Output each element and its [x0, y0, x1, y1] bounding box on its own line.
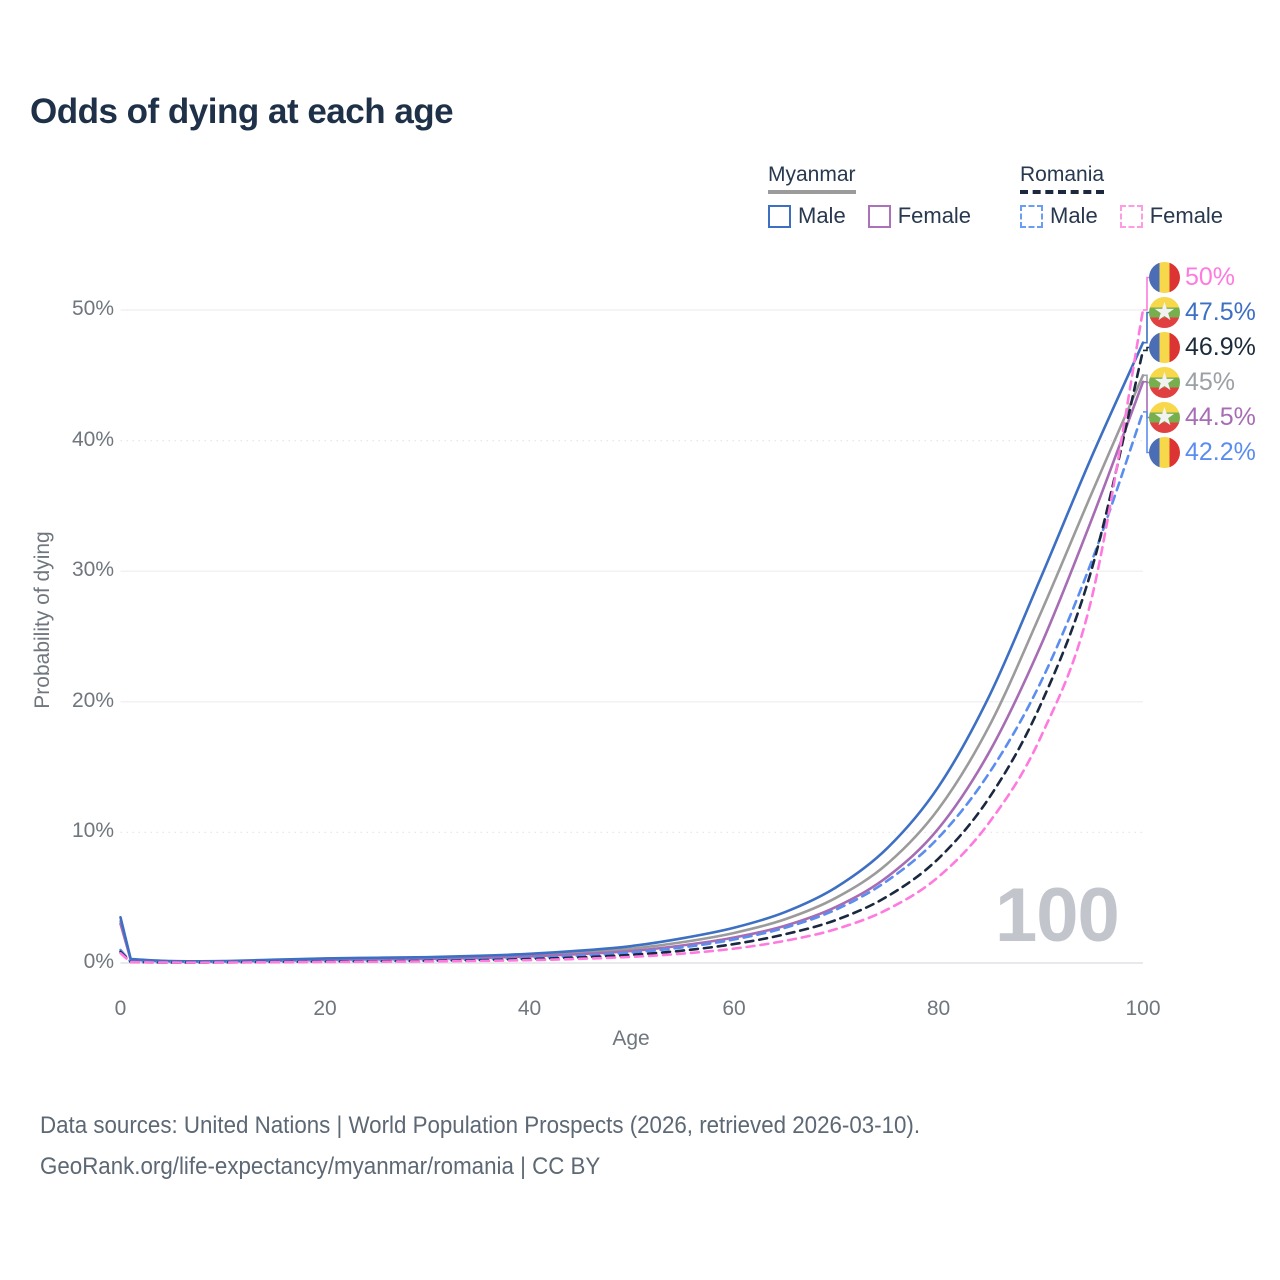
end-label-row-myanmar-3: 45%: [1149, 367, 1235, 398]
end-label-row-myanmar-1: 47.5%: [1149, 297, 1256, 328]
x-axis-title: Age: [612, 1027, 650, 1050]
legend-item-romania-male[interactable]: Male: [1020, 203, 1098, 229]
y-tick-20: 20%: [71, 688, 114, 712]
end-label-value: 46.9%: [1185, 333, 1256, 361]
myanmar-flag-icon: [1149, 297, 1180, 328]
footer-attribution: GeoRank.org/life-expectancy/myanmar/roma…: [40, 1153, 601, 1180]
end-label-value: 45%: [1185, 368, 1236, 396]
series-line-romania-female[interactable]: [119, 308, 1145, 964]
footer-data-sources: Data sources: United Nations | World Pop…: [40, 1112, 921, 1139]
legend-label-romania-male: Male: [1050, 203, 1098, 228]
x-tick-60: 60: [722, 997, 746, 1020]
end-label-value: 42.2%: [1185, 438, 1256, 466]
x-tick-80: 80: [926, 997, 951, 1020]
end-label-value: 44.5%: [1185, 403, 1256, 431]
hover-age-watermark: 100: [995, 873, 1120, 958]
end-label-value: 47.5%: [1185, 298, 1256, 326]
legend-swatch-romania-male: [1020, 204, 1043, 228]
end-label-row-romania-2: 46.9%: [1149, 332, 1256, 363]
legend-group-myanmar: Myanmar Male Female: [768, 163, 971, 229]
legend-item-romania-female[interactable]: Female: [1119, 203, 1224, 229]
romania-flag-icon: [1149, 262, 1180, 293]
y-tick-10: 10%: [71, 819, 114, 843]
legend-label-myanmar-male: Male: [798, 203, 846, 228]
end-label-row-romania-0: 50%: [1149, 262, 1235, 293]
legend-item-myanmar-male[interactable]: Male: [768, 203, 846, 229]
legend-label-myanmar-female: Female: [897, 203, 972, 228]
legend-label-romania-female: Female: [1149, 203, 1224, 228]
series-line-myanmar-total[interactable]: [119, 374, 1145, 963]
x-tick-40: 40: [517, 997, 542, 1020]
legend-item-myanmar-female[interactable]: Female: [867, 203, 972, 229]
legend-header-myanmar: Myanmar: [768, 163, 856, 194]
page-title: Odds of dying at each age: [30, 92, 454, 131]
romania-flag-icon: [1149, 437, 1180, 468]
y-tick-30: 30%: [71, 558, 114, 582]
y-axis-title: Probability of dying: [31, 531, 54, 709]
y-tick-0: 0%: [83, 950, 114, 973]
romania-flag-icon: [1149, 332, 1180, 363]
end-label-row-myanmar-4: 44.5%: [1149, 402, 1256, 433]
series-line-myanmar-female[interactable]: [119, 380, 1145, 963]
end-label-row-romania-5: 42.2%: [1149, 437, 1256, 468]
end-label-value: 50%: [1185, 263, 1236, 291]
myanmar-flag-icon: [1149, 402, 1180, 433]
x-tick-100: 100: [1125, 997, 1161, 1020]
myanmar-flag-icon: [1149, 367, 1180, 398]
x-tick-20: 20: [313, 997, 337, 1020]
legend-group-romania: Romania Male Female: [1020, 163, 1223, 229]
series-line-romania-total[interactable]: [119, 349, 1145, 964]
y-tick-40: 40%: [71, 427, 114, 451]
y-tick-50: 50%: [71, 297, 114, 320]
legend-swatch-myanmar-female: [867, 204, 891, 228]
legend-items-myanmar: Male Female: [768, 203, 971, 229]
x-tick-0: 0: [114, 997, 127, 1020]
legend-swatch-romania-female: [1119, 204, 1143, 228]
series-line-romania-male[interactable]: [119, 410, 1145, 964]
legend-items-romania: Male Female: [1020, 203, 1223, 229]
series-line-myanmar-male[interactable]: [119, 341, 1145, 963]
legend-header-romania: Romania: [1020, 163, 1105, 194]
footer: Data sources: United Nations | World Pop…: [40, 1105, 920, 1187]
legend-swatch-myanmar-male: [768, 204, 791, 228]
